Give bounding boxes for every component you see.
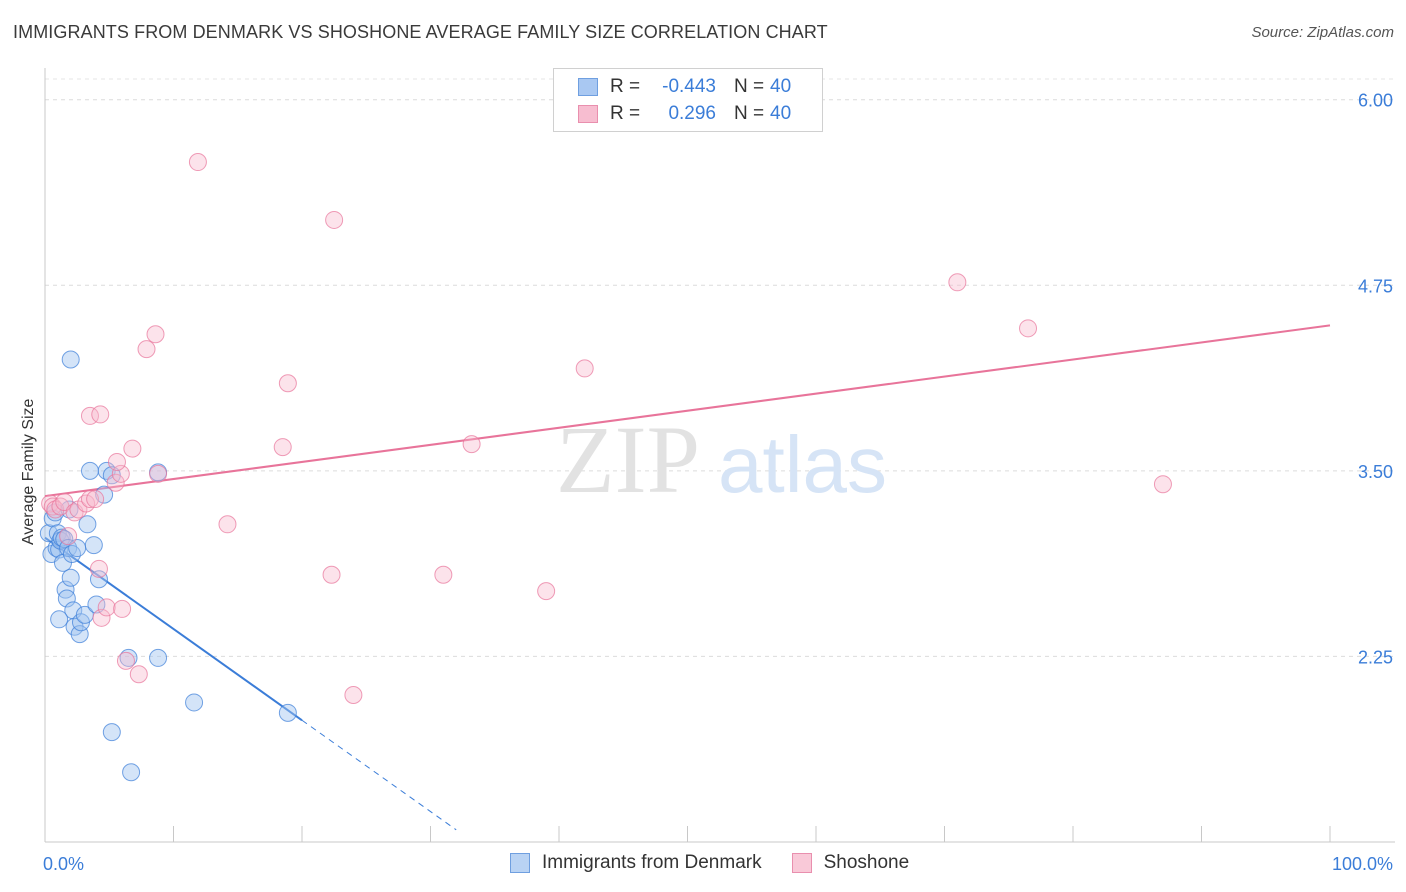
data-point-series-1 — [111, 464, 130, 483]
x-tick-label-min: 0.0% — [43, 854, 84, 874]
y-axis-label: Average Family Size — [20, 398, 37, 545]
y-tick-label: 3.50 — [1358, 462, 1393, 482]
data-point-series-0 — [61, 568, 80, 587]
legend-swatch-shoshone — [791, 853, 812, 873]
data-point-series-0 — [50, 610, 69, 629]
data-point-series-1 — [146, 325, 165, 344]
data-point-series-1 — [97, 598, 116, 617]
legend-n-label: N = — [734, 103, 765, 124]
data-point-series-1 — [188, 153, 207, 172]
legend-n-label: N = — [734, 76, 765, 97]
data-point-series-1 — [1019, 319, 1038, 338]
data-point-series-0 — [57, 589, 76, 608]
legend-swatch-denmark — [578, 78, 598, 96]
data-point-series-0 — [95, 485, 114, 504]
data-point-series-1 — [149, 464, 168, 483]
trend-lines — [44, 324, 1331, 831]
source-label: Source: ZipAtlas.com — [1251, 24, 1394, 41]
data-point-series-1 — [123, 439, 142, 458]
legend-row-denmark: R = -0.443 N = 40 — [578, 74, 791, 100]
data-point-series-1 — [537, 582, 556, 601]
data-point-series-1 — [41, 494, 60, 513]
data-point-series-1 — [86, 490, 105, 509]
data-points — [39, 153, 1172, 782]
data-point-series-0 — [87, 595, 106, 614]
data-point-series-0 — [78, 515, 97, 534]
legend-item-shoshone: Shoshone — [791, 852, 910, 874]
trend-line-extension-0 — [301, 719, 457, 831]
legend-n-value: 40 — [770, 103, 792, 124]
watermark-zip: ZIP — [556, 406, 700, 513]
data-point-series-0 — [185, 693, 204, 712]
legend-row-shoshone: R = 0.296 N = 40 — [578, 101, 791, 127]
data-point-series-1 — [322, 565, 341, 584]
data-point-series-1 — [106, 473, 125, 492]
x-tick-label-max: 100.0% — [1332, 854, 1393, 874]
legend-label-shoshone: Shoshone — [823, 852, 910, 873]
chart-title: IMMIGRANTS FROM DENMARK VS SHOSHONE AVER… — [13, 22, 828, 42]
data-point-series-0 — [102, 723, 121, 742]
data-point-series-1 — [92, 608, 111, 627]
legend-n-value: 40 — [770, 76, 792, 97]
legend-r-label: R = — [610, 76, 641, 97]
legend-r-value: -0.443 — [662, 76, 716, 97]
axes — [44, 68, 1395, 843]
data-point-series-0 — [80, 461, 99, 480]
trend-line-0 — [44, 536, 303, 722]
data-point-series-0 — [84, 536, 103, 555]
data-point-series-1 — [575, 359, 594, 378]
legend-label-denmark: Immigrants from Denmark — [542, 852, 762, 873]
data-point-series-1 — [218, 515, 237, 534]
data-point-series-1 — [116, 651, 135, 670]
legend-item-denmark: Immigrants from Denmark — [510, 852, 762, 874]
data-point-series-1 — [273, 438, 292, 457]
legend-r-value: 0.296 — [668, 103, 716, 124]
x-tick-labels: 0.0% 100.0% — [43, 854, 1393, 874]
data-point-series-1 — [137, 340, 156, 359]
data-point-series-1 — [948, 273, 967, 292]
data-point-series-1 — [107, 452, 126, 471]
data-point-series-0 — [149, 648, 168, 667]
data-point-series-0 — [62, 544, 81, 563]
correlation-legend: R = -0.443 N = 40 R = 0.296 N = 40 — [553, 68, 823, 132]
y-tick-label: 6.00 — [1358, 91, 1393, 111]
legend-r-label: R = — [610, 103, 641, 124]
legend-swatch-shoshone — [578, 105, 598, 123]
data-point-series-1 — [43, 497, 62, 516]
data-point-series-1 — [113, 599, 132, 618]
data-point-series-1 — [59, 527, 78, 546]
data-point-series-1 — [434, 565, 453, 584]
data-point-series-1 — [46, 500, 65, 519]
data-point-series-0 — [122, 763, 141, 782]
data-point-series-0 — [89, 570, 108, 589]
data-point-series-0 — [61, 350, 80, 369]
data-point-series-1 — [278, 374, 297, 393]
data-point-series-1 — [129, 665, 148, 684]
y-tick-labels: 2.25 3.50 4.75 6.00 — [1358, 91, 1393, 668]
data-point-series-1 — [325, 210, 344, 229]
data-point-series-1 — [344, 686, 363, 705]
series-legend: Immigrants from Denmark Shoshone — [510, 852, 939, 874]
grid-lines — [45, 78, 1395, 657]
data-point-series-1 — [80, 490, 99, 509]
y-tick-label: 2.25 — [1358, 647, 1393, 667]
data-point-series-1 — [462, 435, 481, 454]
data-point-series-0 — [278, 703, 297, 722]
trend-line-1 — [44, 324, 1331, 498]
data-point-series-1 — [1153, 475, 1172, 494]
data-point-series-0 — [119, 648, 138, 667]
data-point-series-1 — [91, 405, 110, 424]
data-point-series-1 — [89, 559, 108, 578]
y-tick-label: 4.75 — [1358, 276, 1393, 296]
legend-swatch-denmark — [510, 853, 530, 873]
watermark-atlas: atlas — [718, 420, 887, 509]
